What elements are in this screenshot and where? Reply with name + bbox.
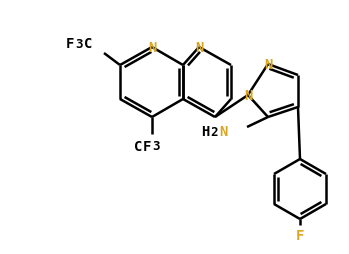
Text: 3: 3	[152, 140, 160, 153]
Text: C: C	[84, 37, 92, 51]
Text: N: N	[219, 124, 227, 138]
Text: F: F	[66, 37, 74, 51]
Text: N: N	[148, 41, 156, 55]
Text: 2: 2	[210, 125, 218, 138]
Text: F: F	[296, 228, 304, 242]
Text: N: N	[264, 58, 272, 72]
Text: C: C	[134, 139, 142, 153]
Text: N: N	[195, 41, 203, 55]
Text: F: F	[143, 139, 151, 153]
Text: 3: 3	[75, 37, 83, 50]
Text: H: H	[201, 124, 209, 138]
Text: N: N	[244, 89, 252, 103]
